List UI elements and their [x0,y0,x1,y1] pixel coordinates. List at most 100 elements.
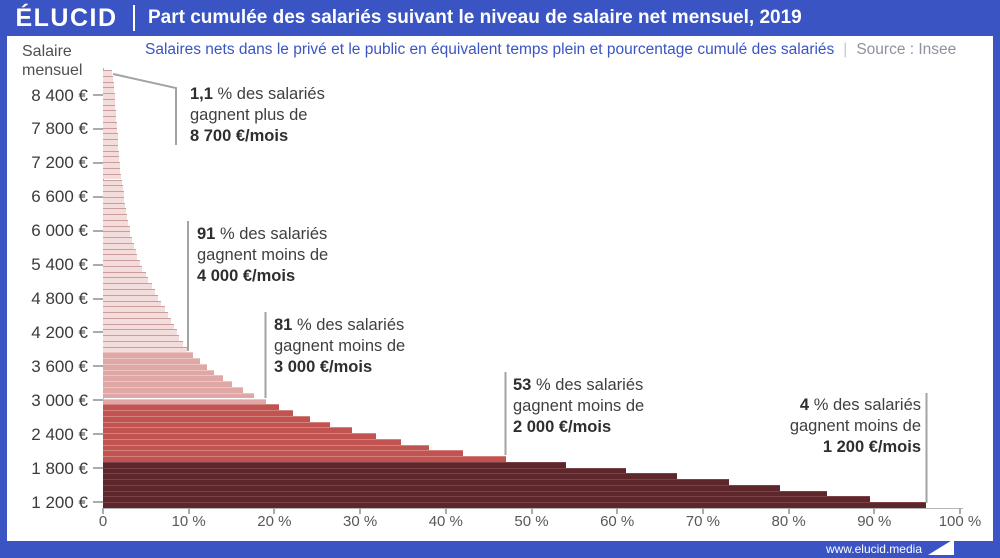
salary-bar [103,306,165,313]
salary-bar [103,162,120,168]
annotation: 4 % des salariés gagnent moins de 1 200 €/… [789,396,921,456]
salary-bar [103,317,171,324]
salary-bar [103,502,926,508]
salary-bar [103,358,200,364]
x-axis-label: 40 % [428,513,463,530]
x-axis-label: 0 [98,513,108,530]
x-axis-tick [959,508,961,514]
y-axis-tick [93,94,103,96]
x-axis-tick [444,508,447,514]
frame-edge-left [0,36,7,558]
subtitle-text: Salaires nets dans le privé et le public… [145,40,835,58]
salary-bar [103,237,133,243]
subtitle-separator: | [843,40,848,58]
salary-bar [103,456,506,462]
subtitle-row: Salaires nets dans le privé et le public… [7,36,993,63]
salary-bar [103,490,828,497]
y-axis-tick [93,467,103,470]
salary-bar [103,369,215,376]
x-axis-tick [102,508,104,514]
salary-bar [103,312,169,318]
annotation: 53 % des salariés gagnent moins de 2 000 €… [513,376,645,436]
salary-bar [103,191,124,197]
x-axis-label: 30 % [342,513,378,530]
y-axis-tick [93,263,103,266]
salary-bar [103,427,352,434]
y-axis-label: 4 800 € [31,289,88,308]
x-axis-label: 60 % [600,513,635,530]
annotation: 81 % des salariés gagnent moins de 3 000 €… [274,316,406,376]
salary-bar [103,398,266,405]
salary-bar [103,156,120,163]
salary-bar [103,179,122,186]
salary-bar [103,248,136,255]
salary-bar [103,87,115,94]
salary-bar [103,219,129,226]
salary-bar [103,139,118,145]
x-axis-label: 80 % [771,513,806,530]
salary-bar [103,444,429,451]
x-axis-tick [530,508,533,514]
x-axis-tick [616,508,619,514]
salary-bar [103,300,162,307]
salary-bar [103,467,626,474]
x-axis-tick [273,508,276,514]
salary-bar [103,121,117,128]
y-axis-label: 6 000 € [31,221,88,241]
salary-bar [103,231,131,238]
annotation-connector [112,73,177,145]
footer-url[interactable]: www.elucid.media [825,542,922,556]
salary-bar [103,70,113,76]
y-axis-tick [93,399,103,402]
salary-bar [103,421,331,428]
y-axis-tick [93,433,103,436]
salary-bar [103,271,146,278]
y-axis-tick [93,127,103,130]
salary-bar [103,93,115,99]
y-axis-label: 4 200 € [31,322,88,342]
salary-bar [103,335,180,341]
footer-bar [0,541,1000,558]
header-divider [133,5,135,31]
y-axis-label: 3 000 € [31,390,88,410]
chart-title: Part cumulée des salariés suivant le niv… [148,7,802,28]
salary-bar [103,196,125,203]
y-axis-label: 7 200 € [31,153,88,173]
x-axis-tick [787,508,790,514]
annotation: 1,1 % des salariés gagnent plus de 8 700 €… [190,85,325,145]
salary-bar [103,225,130,232]
salary-bar [103,75,114,82]
y-axis-title: Salaire mensuel [22,43,83,79]
salary-bar [103,214,127,220]
y-axis-tick [93,365,103,368]
x-axis-label: 100 % [938,513,982,530]
salary-bar [103,329,177,336]
salary-bar [103,185,123,191]
x-axis-tick [701,508,704,514]
x-axis-tick [359,508,362,514]
salary-bar [103,484,781,491]
salary-bar [103,410,294,416]
x-axis-tick [187,508,190,514]
salary-bar [103,167,121,174]
salary-bar [103,352,193,359]
y-axis-label: 1 800 € [31,458,88,478]
x-axis-label: 10 % [171,513,206,530]
salary-bar [103,363,207,370]
y-axis-tick [93,161,103,164]
salary-bar [103,133,118,140]
salary-bar [103,433,376,439]
elucid-logo: ÉLUCID [15,3,118,32]
salary-bar [103,110,116,117]
salary-bar [103,450,463,457]
y-axis-label: 3 600 € [31,356,88,376]
y-axis-label: 5 400 € [31,255,88,275]
salary-bar [103,277,149,284]
y-axis-tick [93,229,103,232]
salary-bar [103,461,566,468]
salary-bar [103,438,402,445]
salary-bar [103,127,118,134]
x-axis-label: 20 % [257,513,292,530]
salary-bar [103,242,134,249]
